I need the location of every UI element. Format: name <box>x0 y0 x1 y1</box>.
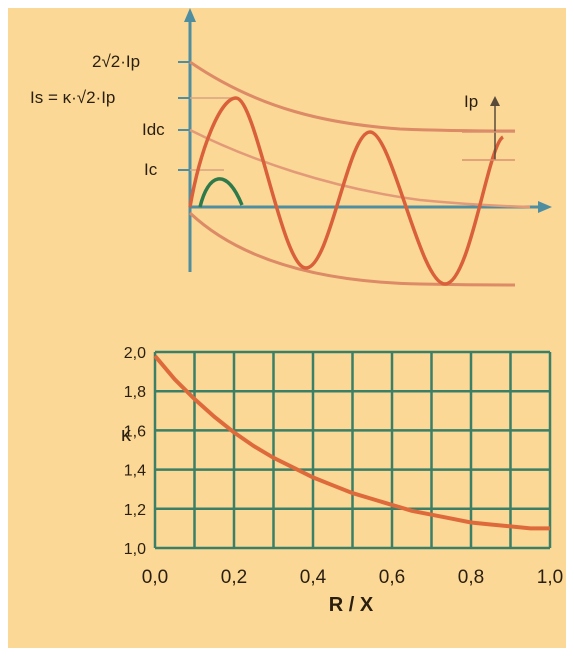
dc-decay-curve <box>189 128 531 209</box>
kappa-curve <box>153 354 550 531</box>
kappa-grid <box>153 350 552 550</box>
label-ip: Ip <box>464 92 478 111</box>
lower-envelope <box>188 211 516 287</box>
kappa-x-axis-label: R / X <box>329 594 374 616</box>
kappa-x-tick-label: 0,2 <box>221 567 247 588</box>
ic-arc <box>198 177 244 208</box>
kappa-y-tick-label: 1,6 <box>124 423 146 440</box>
waveform-y-axis-arrow <box>184 8 196 22</box>
label-idc: Idc <box>142 120 165 139</box>
kappa-y-tick-label: 2,0 <box>124 345 146 362</box>
kappa-y-tick-label: 1,4 <box>124 463 146 480</box>
kappa-x-tick-label: 0,8 <box>458 567 484 588</box>
kappa-x-tick-label: 0,6 <box>379 567 405 588</box>
waveform-x-axis-arrow <box>538 201 552 213</box>
kappa-y-tick-labels: 1,0 1,2 1,4 1,6 1,8 2,0 <box>124 345 146 558</box>
ip-arrow-head <box>490 96 500 106</box>
kappa-y-tick-label: 1,0 <box>124 541 146 558</box>
kappa-y-tick-label: 1,8 <box>124 384 146 401</box>
kappa-x-tick-label: 0,4 <box>300 567 327 588</box>
kappa-x-tick-label: 0,0 <box>142 567 168 588</box>
upper-envelope <box>189 60 516 133</box>
figure-panel <box>8 8 566 648</box>
label-2sqrt2-ip: 2√2·Ip <box>92 52 140 71</box>
waveform-diagram: 2√2·Ip Is = κ·√2·Ip Idc Ic Ip <box>30 8 552 287</box>
kappa-y-axis-label: κ <box>121 424 132 446</box>
kappa-chart: 0,0 0,2 0,4 0,6 0,8 1,0 1,0 1,2 1,4 1,6 1,8 2,0 R … <box>121 345 563 616</box>
label-is: Is = κ·√2·Ip <box>30 88 115 107</box>
kappa-x-tick-labels: 0,0 0,2 0,4 0,6 0,8 1,0 <box>142 567 563 588</box>
kappa-y-tick-label: 1,2 <box>124 502 146 519</box>
short-circuit-current-wave <box>188 96 505 286</box>
kappa-x-tick-label: 1,0 <box>537 567 563 588</box>
label-ic: Ic <box>144 160 158 179</box>
